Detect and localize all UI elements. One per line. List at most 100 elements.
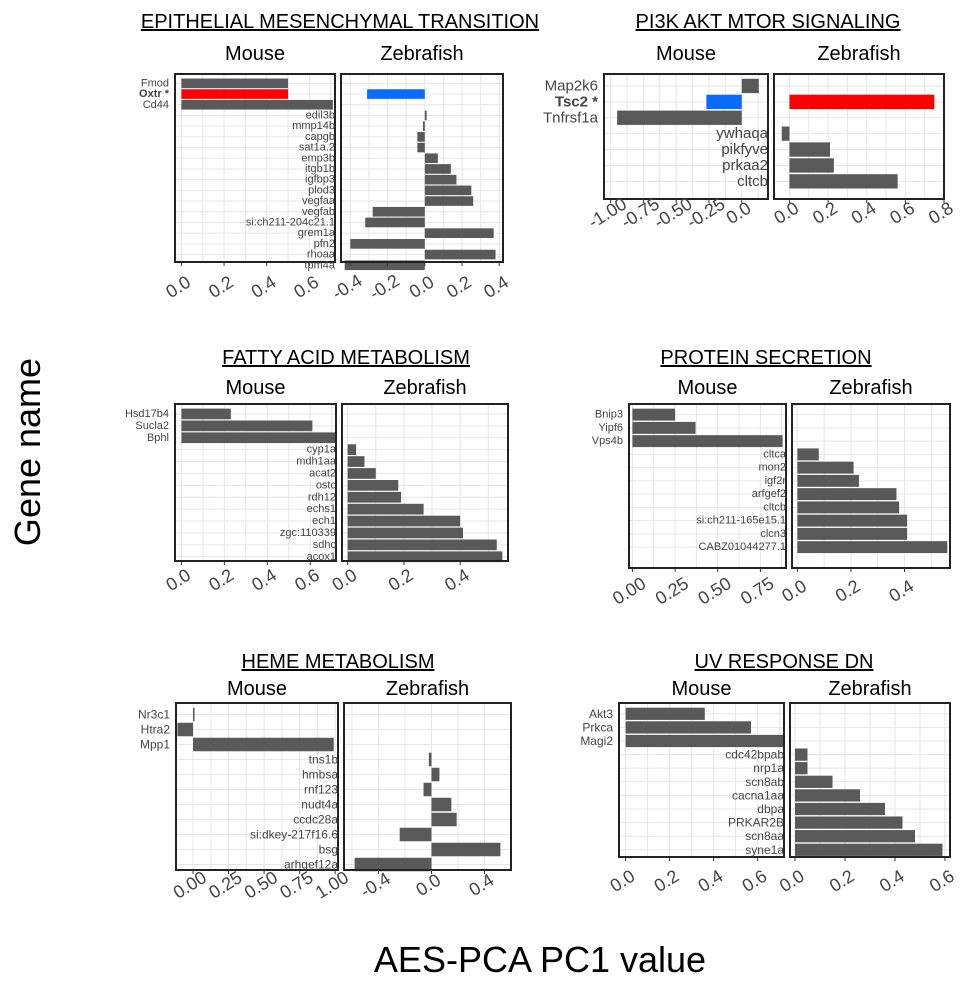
gene-label: mdh1aa	[296, 456, 337, 468]
gene-label: prkaa2	[722, 157, 768, 174]
panel-border	[789, 702, 951, 858]
gene-label: sdhc	[313, 539, 337, 551]
tick-label: 0.50	[241, 867, 281, 903]
gene-label: Mpp1	[140, 738, 170, 752]
bar-vegfaa	[424, 196, 474, 206]
bars	[617, 78, 759, 125]
bars	[797, 448, 948, 554]
gene-label: nrp1a	[753, 761, 784, 775]
gene-label: bsg	[319, 843, 338, 857]
bar-magi2	[625, 734, 784, 748]
tick-label: -0.2	[366, 270, 403, 303]
bars	[344, 89, 496, 271]
bar-grem1a	[424, 228, 494, 238]
tick-label: 0.2	[443, 272, 475, 302]
gene-label: cacna1aa	[732, 788, 784, 802]
gene-label: Magi2	[580, 734, 613, 748]
gene-labels: cdc42bpabnrp1ascn8abcacna1aadbpaPRKAR2Bs…	[725, 748, 784, 857]
tick-label: 0.4	[695, 866, 727, 896]
panel-title: Mouse	[656, 43, 716, 65]
bar-rdh12	[347, 491, 402, 503]
bar-tnfrsf1a	[617, 110, 742, 125]
gene-label: CABZ01044277.1	[699, 541, 786, 553]
tick-label: 0.4	[885, 576, 917, 606]
gene-label: Htra2	[141, 723, 171, 737]
tick-label: 0.50	[694, 573, 734, 609]
gene-labels: cyp1amdh1aaacat2ostcrdh12echs1ech1zgc:11…	[280, 444, 337, 563]
bar-edil3b	[424, 110, 427, 121]
bar-pfn2	[350, 239, 425, 249]
tick-label: 0.2	[826, 866, 858, 896]
tick-label: 0.4	[441, 565, 473, 595]
tick-label: -0.4	[329, 270, 366, 303]
tick-label: 1.00	[312, 867, 352, 903]
gene-label: si:ch211-165e15.1	[696, 515, 786, 527]
tick-label: 0.0	[329, 565, 361, 595]
gene-label: sat1a.2	[299, 142, 335, 154]
bars	[177, 707, 334, 752]
gene-label: Nr3c1	[138, 708, 170, 722]
grid	[176, 703, 338, 870]
gene-label: Yipf6	[598, 422, 623, 434]
chart-title: FATTY ACID METABOLISM	[222, 347, 470, 369]
bar-rhoaa	[424, 249, 496, 260]
panel-zebrafish: Zebrafish tns1bhmbsarnf123nudt4accdc28asi…	[250, 678, 512, 902]
gene-label: cltca	[763, 448, 787, 460]
tick-label: 0.4	[876, 866, 908, 896]
bar-oxtr	[181, 89, 289, 99]
tick-label: 0.6	[739, 866, 771, 896]
bar-plod3	[424, 185, 472, 196]
bar-tpm4a	[344, 260, 425, 271]
tick-label: 0.4	[248, 272, 280, 302]
gene-label: cyp1a	[307, 444, 337, 456]
gene-label: plod3	[308, 184, 335, 196]
bar-vps4b	[632, 435, 783, 448]
bar-acat2	[347, 468, 376, 479]
gene-label: rnf123	[304, 783, 338, 797]
bar-sucla2	[181, 420, 313, 432]
bar-cltcb	[789, 174, 898, 189]
panel-title: Zebrafish	[383, 377, 466, 399]
bar-mmp14b	[422, 121, 425, 131]
gene-label: Bphl	[147, 432, 169, 444]
tick-label: 0.6	[926, 866, 958, 896]
gene-label: arhgef12a	[284, 858, 338, 872]
panel-border	[773, 73, 945, 200]
gene-label: pikfyve	[721, 141, 768, 158]
gene-label: Cd44	[143, 99, 169, 111]
gene-label: edil3b	[306, 109, 335, 121]
gene-label: ostc	[316, 479, 337, 491]
bar-mdh1aa	[347, 456, 365, 467]
bar-rnf123	[423, 782, 432, 797]
bar-igfbp3	[424, 174, 457, 185]
bar-scn8ab	[795, 775, 833, 788]
bars	[181, 408, 336, 444]
tick-label: 0.00	[609, 573, 649, 609]
gene-label: Map2k6	[545, 77, 598, 94]
bar-acox1	[347, 551, 503, 563]
bar-arfgef2	[797, 488, 897, 501]
panel-title: Mouse	[671, 678, 731, 700]
tick-label: 0.4	[480, 272, 512, 302]
gene-label: Tnfrsf1a	[543, 109, 599, 126]
gene-label: cltcb	[763, 501, 786, 513]
tick-label: -0.4	[357, 868, 394, 901]
gene-label: dbpa	[757, 802, 784, 816]
bar-cabz01044277-1	[797, 541, 948, 554]
tick-label: 0.0	[406, 272, 438, 302]
gene-label: echs1	[307, 503, 336, 515]
tick-label: 0.00	[170, 867, 210, 903]
bar-sat1a-2	[417, 142, 425, 153]
bar-ech1	[347, 515, 461, 527]
gene-label: igf2r	[765, 475, 787, 487]
tick-label: 0.0	[723, 198, 755, 228]
x-ticks: 0.0 0.2 0.4 0.6 0.8	[770, 198, 956, 228]
bar-prkca	[625, 721, 751, 734]
gene-label: pfn2	[314, 238, 335, 250]
